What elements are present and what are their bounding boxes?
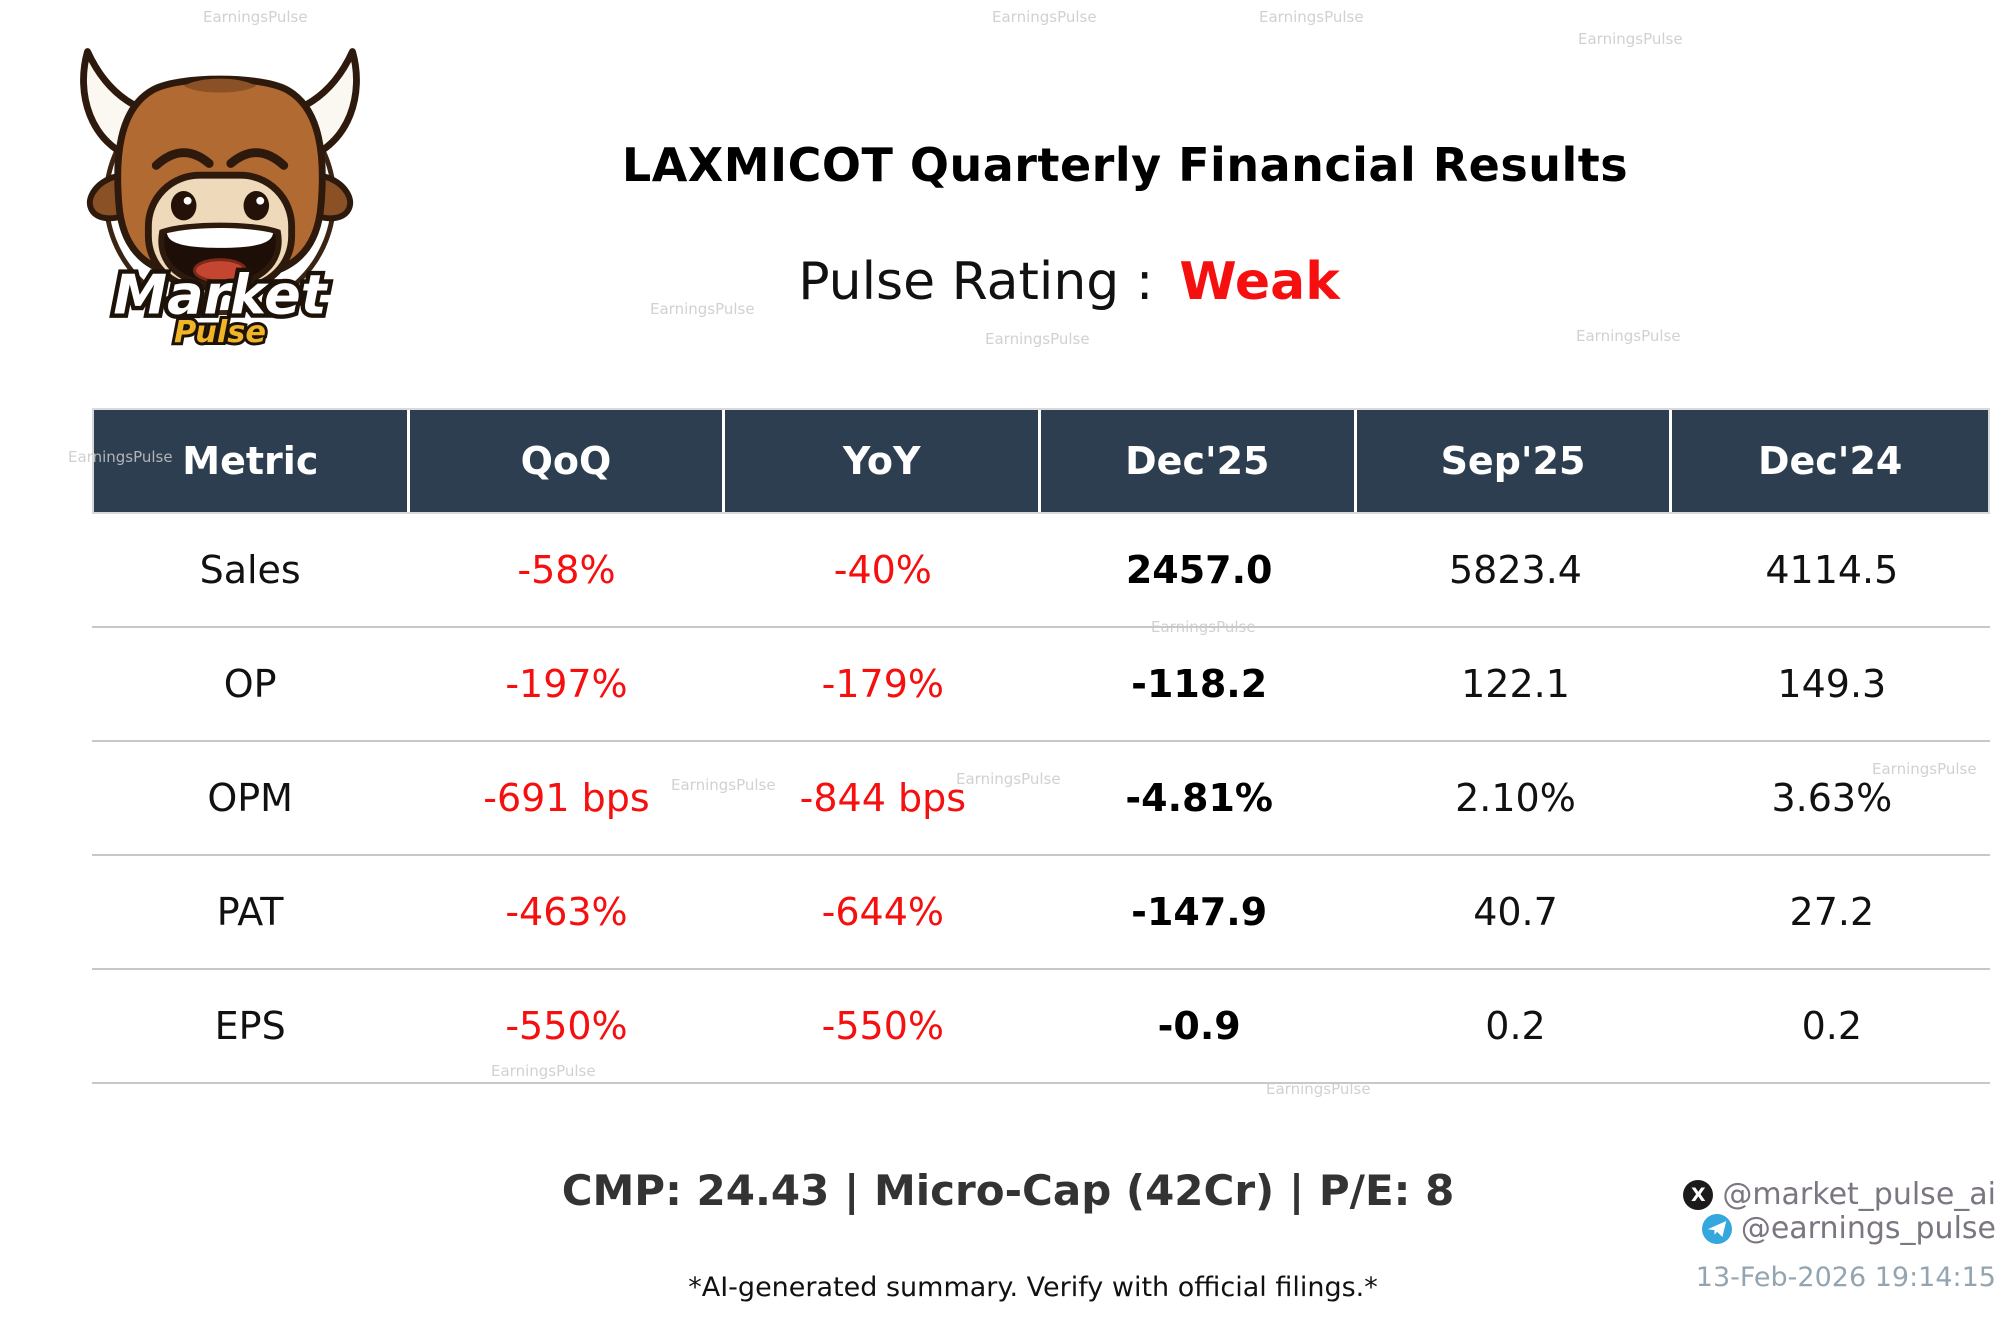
dec25-value: -118.2: [1131, 662, 1268, 706]
watermark: EarningsPulse: [1576, 327, 1681, 345]
watermark: EarningsPulse: [992, 8, 1097, 26]
watermark: EarningsPulse: [1578, 30, 1683, 48]
sep25-value: 0.2: [1485, 1004, 1546, 1048]
col-header-yoy: YoY: [725, 410, 1041, 512]
watermark: EarningsPulse: [1259, 8, 1364, 26]
sep25-value: 122.1: [1461, 662, 1570, 706]
cmp-summary-line: CMP: 24.43 | Micro-Cap (42Cr) | P/E: 8: [561, 1166, 1455, 1215]
metric-label: Sales: [199, 548, 301, 592]
sep25-value: 40.7: [1473, 890, 1558, 934]
yoy-value: -844 bps: [799, 776, 967, 820]
col-header-qoq: QoQ: [410, 410, 726, 512]
twitter-handle-row: X @market_pulse_ai: [1683, 1178, 1996, 1212]
pulse-rating-line: Pulse Rating : Weak: [330, 252, 1808, 312]
page-title: LAXMICOT Quarterly Financial Results: [621, 138, 1629, 192]
table-row: PAT -463% -644% -147.9 40.7 27.2: [92, 856, 1990, 970]
twitter-handle: @market_pulse_ai: [1722, 1177, 1996, 1212]
pulse-rating-label: Pulse Rating :: [798, 252, 1154, 312]
metric-label: PAT: [216, 890, 284, 934]
dec24-value: 149.3: [1777, 662, 1887, 706]
yoy-value: -179%: [821, 662, 944, 706]
yoy-value: -40%: [833, 548, 932, 592]
metric-label: OP: [223, 662, 277, 706]
logo-market-text: Market: [113, 264, 328, 327]
dec24-value: 4114.5: [1765, 548, 1899, 592]
yoy-value: -644%: [821, 890, 944, 934]
col-header-dec25: Dec'25: [1041, 410, 1357, 512]
table-row: OP -197% -179% -118.2 122.1 149.3: [92, 628, 1990, 742]
logo-pulse-text: Pulse: [174, 315, 266, 346]
watermark: EarningsPulse: [203, 8, 308, 26]
generated-timestamp: 13-Feb-2026 19:14:15: [1695, 1262, 1996, 1293]
telegram-handle-row: @earnings_pulse: [1701, 1211, 1996, 1246]
qoq-value: -58%: [517, 548, 616, 592]
bull-mascot-icon: Market Pulse: [80, 48, 360, 353]
col-header-sep25: Sep'25: [1357, 410, 1673, 512]
yoy-value: -550%: [821, 1004, 944, 1048]
table-header-row: Metric QoQ YoY Dec'25 Sep'25 Dec'24: [92, 408, 1990, 514]
dec24-value: 3.63%: [1771, 776, 1893, 820]
telegram-icon: [1701, 1214, 1732, 1244]
market-pulse-logo: Market Pulse: [52, 30, 388, 353]
metric-label: OPM: [207, 776, 293, 820]
sep25-value: 2.10%: [1455, 776, 1576, 820]
watermark: EarningsPulse: [985, 330, 1090, 348]
table-row: EPS -550% -550% -0.9 0.2 0.2: [92, 970, 1990, 1084]
dec24-value: 0.2: [1801, 1004, 1863, 1048]
metric-label: EPS: [214, 1004, 286, 1048]
x-twitter-icon: X: [1683, 1180, 1714, 1210]
ai-disclaimer: *AI-generated summary. Verify with offic…: [688, 1272, 1378, 1303]
pulse-rating-value: Weak: [1179, 252, 1340, 312]
dec25-value: 2457.0: [1125, 548, 1273, 592]
qoq-value: -550%: [505, 1004, 628, 1048]
table-row: OPM -691 bps -844 bps -4.81% 2.10% 3.63%: [92, 742, 1990, 856]
dec25-value: -147.9: [1131, 890, 1268, 934]
dec25-value: -0.9: [1157, 1004, 1241, 1048]
qoq-value: -691 bps: [483, 776, 650, 820]
social-block: X @market_pulse_ai @earnings_pulse 13-Fe…: [1683, 1178, 1996, 1293]
col-header-metric: Metric: [94, 410, 410, 512]
financials-table: Metric QoQ YoY Dec'25 Sep'25 Dec'24 Sale…: [92, 408, 1990, 1084]
dec24-value: 27.2: [1789, 890, 1875, 934]
sep25-value: 5823.4: [1449, 548, 1582, 592]
dec25-value: -4.81%: [1125, 776, 1273, 820]
col-header-dec24: Dec'24: [1757, 439, 1903, 483]
telegram-handle: @earnings_pulse: [1740, 1211, 1996, 1246]
table-row: Sales -58% -40% 2457.0 5823.4 4114.5: [92, 514, 1990, 628]
qoq-value: -463%: [505, 890, 628, 934]
qoq-value: -197%: [505, 662, 628, 706]
